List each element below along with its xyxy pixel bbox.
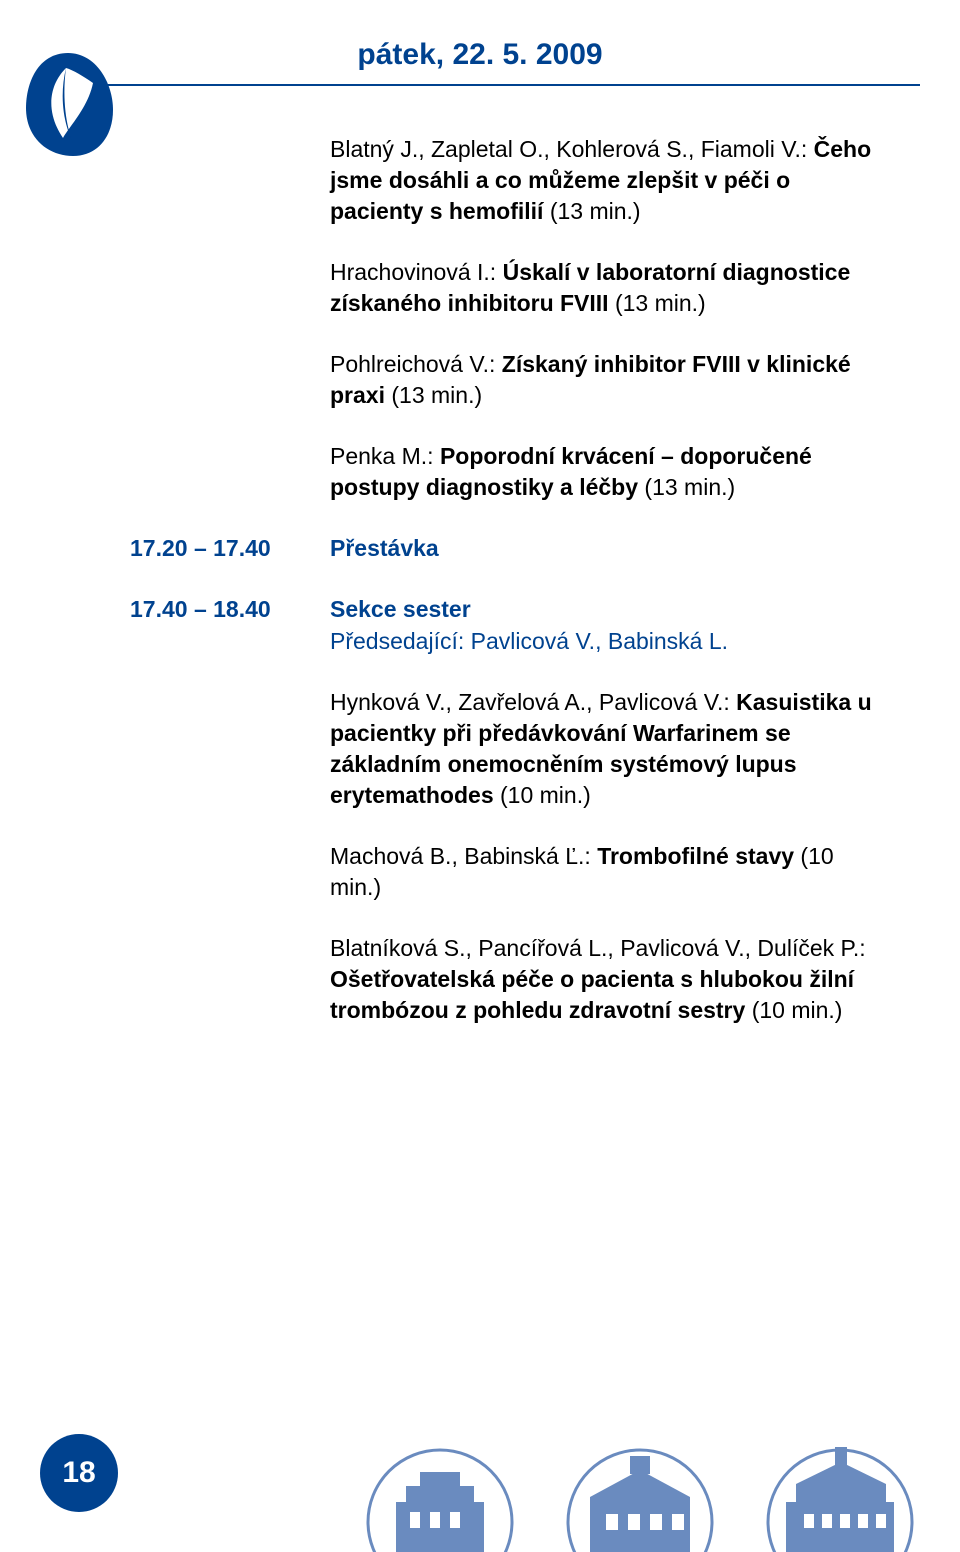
program-entry: Machová B., Babinská Ľ.: Trombofilné sta… (130, 841, 880, 903)
session-title: Sekce sester (330, 594, 880, 625)
page-date-title: pátek, 22. 5. 2009 (0, 38, 960, 72)
program-content: Blatný J., Zapletal O., Kohlerová S., Fi… (0, 86, 960, 1026)
entry-duration: (10 min.) (494, 782, 591, 808)
entry-duration: (13 min.) (543, 198, 640, 224)
program-entry: Penka M.: Poporodní krvácení – doporučen… (130, 441, 880, 503)
page-number: 18 (62, 1456, 95, 1490)
entry-duration: (13 min.) (385, 382, 482, 408)
leaf-logo-icon (18, 48, 118, 158)
entry-authors: Hrachovinová I.: (330, 259, 503, 285)
program-entry: Pohlreichová V.: Získaný inhibitor FVIII… (130, 349, 880, 411)
time-range: 17.40 – 18.40 (130, 594, 330, 656)
entry-authors: Pohlreichová V.: (330, 351, 502, 377)
entry-duration: (13 min.) (638, 474, 735, 500)
entry-authors: Machová B., Babinská Ľ.: (330, 843, 597, 869)
page-header: pátek, 22. 5. 2009 (0, 0, 960, 86)
session-row: 17.40 – 18.40 Sekce sester Předsedající:… (130, 594, 880, 656)
break-row: 17.20 – 17.40 Přestávka (130, 533, 880, 564)
entry-duration: (13 min.) (609, 290, 706, 316)
session-chair: Předsedající: Pavlicová V., Babinská L. (330, 626, 880, 657)
entry-authors: Blatný J., Zapletal O., Kohlerová S., Fi… (330, 136, 814, 162)
entry-duration: (10 min.) (745, 997, 842, 1023)
program-entry: Blatníková S., Pancířová L., Pavlicová V… (130, 933, 880, 1026)
entry-authors: Blatníková S., Pancířová L., Pavlicová V… (330, 935, 866, 961)
footer-buildings-icon (320, 1402, 960, 1552)
program-entry: Hynková V., Zavřelová A., Pavlicová V.: … (130, 687, 880, 811)
entry-authors: Penka M.: (330, 443, 440, 469)
entry-title: Trombofilné stavy (597, 843, 794, 869)
program-entry: Blatný J., Zapletal O., Kohlerová S., Fi… (130, 134, 880, 227)
header-divider (100, 84, 920, 86)
break-label: Přestávka (330, 535, 439, 561)
page-number-badge: 18 (40, 1434, 118, 1512)
program-entry: Hrachovinová I.: Úskalí v laboratorní di… (130, 257, 880, 319)
entry-authors: Hynková V., Zavřelová A., Pavlicová V.: (330, 689, 736, 715)
time-range: 17.20 – 17.40 (130, 533, 330, 564)
